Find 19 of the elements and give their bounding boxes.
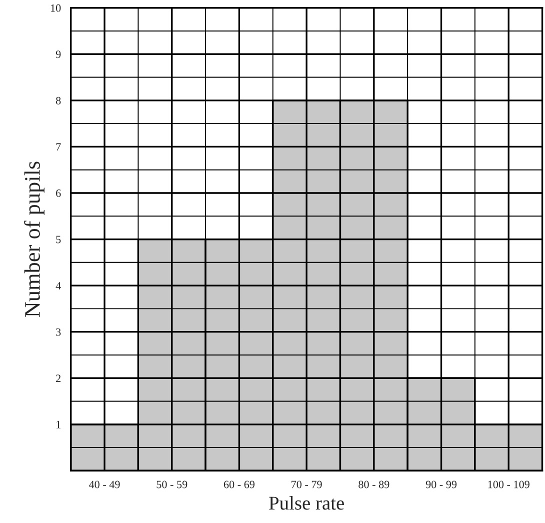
y-tick-label: 5 xyxy=(56,236,61,244)
y-tick-label: 8 xyxy=(56,96,61,104)
y-tick-label: 3 xyxy=(56,328,61,336)
x-tick-label: 90 - 99 xyxy=(426,480,457,488)
x-tick-label: 100 - 109 xyxy=(488,480,530,488)
x-axis-title: Pulse rate xyxy=(269,496,344,510)
x-tick-label: 50 - 59 xyxy=(156,480,188,488)
x-tick-label: 40 - 49 xyxy=(89,480,120,488)
x-tick-label: 80 - 89 xyxy=(358,480,390,488)
y-tick-label: 1 xyxy=(56,420,60,428)
y-tick-label: 7 xyxy=(56,143,61,151)
y-tick-label: 2 xyxy=(56,374,61,382)
x-tick-label: 60 - 69 xyxy=(224,480,254,488)
y-tick-label: 10 xyxy=(50,4,61,12)
y-axis-title: Number of pupils xyxy=(24,162,44,318)
y-tick-label: 9 xyxy=(56,50,61,58)
y-tick-label: 4 xyxy=(56,282,61,290)
y-tick-label: 6 xyxy=(56,189,61,197)
x-tick-label: 70 - 79 xyxy=(292,480,322,488)
